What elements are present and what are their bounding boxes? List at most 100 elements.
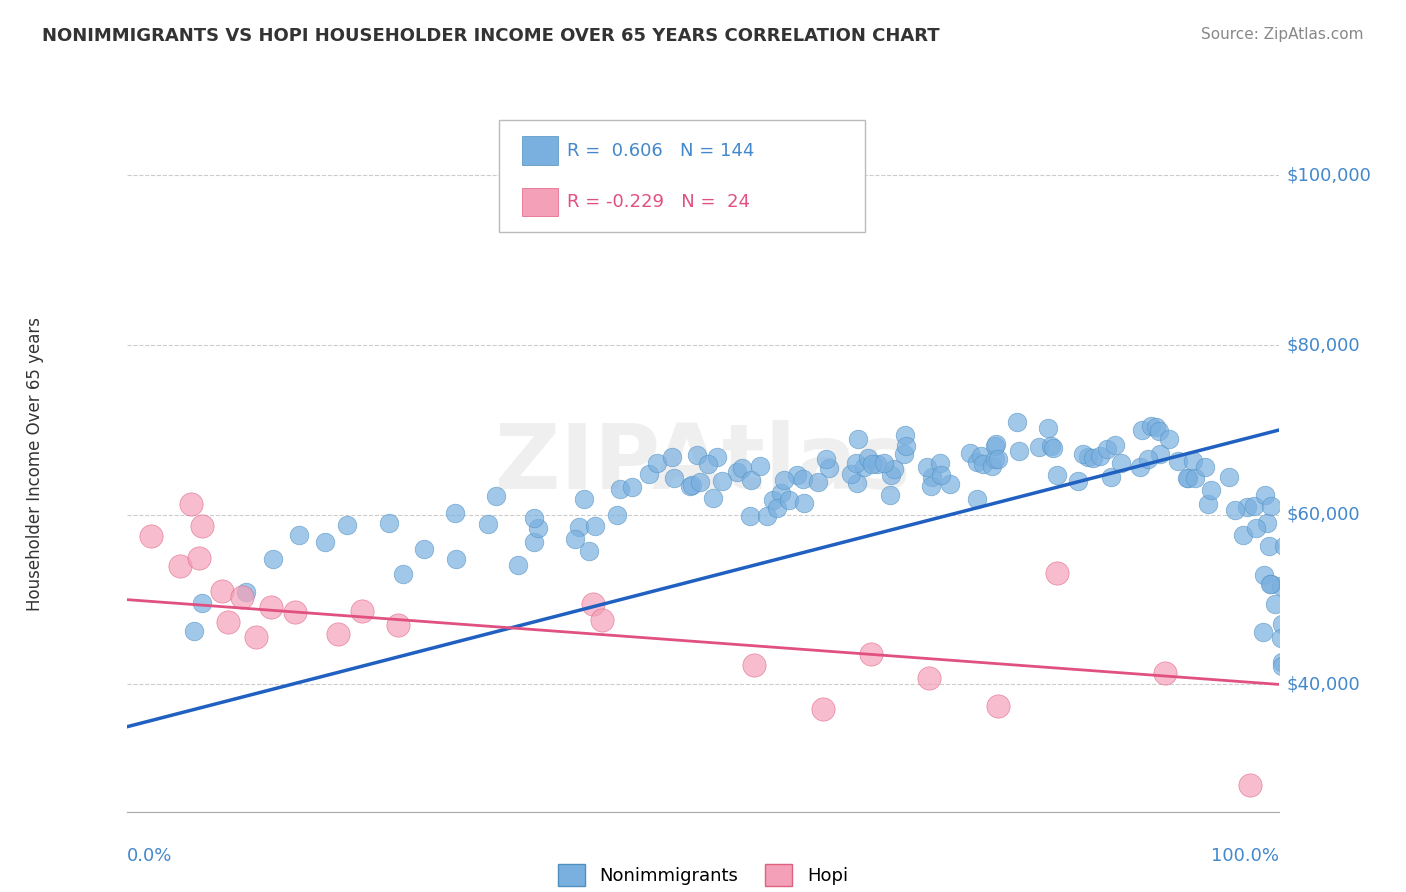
- Point: [1271, 655, 1294, 669]
- Point: [702, 491, 724, 506]
- Point: [845, 456, 868, 470]
- Point: [1157, 432, 1180, 446]
- Point: [1175, 471, 1198, 485]
- Point: [860, 647, 883, 661]
- Point: [818, 461, 841, 475]
- Point: [893, 428, 915, 442]
- Point: [288, 528, 311, 542]
- Point: [987, 698, 1010, 713]
- Point: [1129, 459, 1152, 474]
- Point: [523, 511, 546, 525]
- Point: [211, 584, 233, 599]
- Point: [786, 468, 808, 483]
- Point: [1081, 450, 1104, 465]
- Point: [1005, 416, 1028, 430]
- Point: [915, 460, 938, 475]
- Point: [1270, 631, 1292, 645]
- Point: [1167, 453, 1189, 467]
- Point: [740, 508, 762, 523]
- Point: [485, 488, 508, 502]
- Point: [260, 599, 283, 614]
- Point: [920, 478, 942, 492]
- Point: [1109, 456, 1132, 470]
- Point: [1154, 666, 1177, 681]
- Point: [412, 542, 434, 557]
- Point: [679, 479, 702, 493]
- Point: [1182, 454, 1205, 468]
- Point: [681, 477, 703, 491]
- Point: [477, 517, 499, 532]
- Point: [169, 558, 191, 573]
- Point: [984, 437, 1007, 451]
- Point: [696, 457, 718, 471]
- Point: [1177, 471, 1199, 485]
- Point: [980, 459, 1002, 474]
- Point: [1199, 483, 1222, 498]
- Point: [444, 552, 467, 566]
- Point: [883, 461, 905, 475]
- Point: [1008, 443, 1031, 458]
- Point: [1184, 471, 1206, 485]
- Text: $100,000: $100,000: [1286, 166, 1371, 185]
- Point: [1197, 497, 1219, 511]
- Legend: Nonimmigrants, Hopi: Nonimmigrants, Hopi: [551, 856, 855, 892]
- Point: [582, 597, 605, 611]
- Point: [1282, 622, 1305, 636]
- Point: [564, 532, 586, 546]
- Point: [1104, 438, 1126, 452]
- Point: [1046, 468, 1069, 483]
- Point: [1042, 441, 1064, 455]
- Point: [807, 475, 830, 489]
- Text: Source: ZipAtlas.com: Source: ZipAtlas.com: [1201, 27, 1364, 42]
- Point: [1271, 616, 1294, 631]
- Text: R =  0.606   N = 144: R = 0.606 N = 144: [567, 142, 754, 160]
- Text: 0.0%: 0.0%: [127, 847, 172, 865]
- Point: [231, 590, 253, 604]
- Point: [1274, 539, 1296, 553]
- Point: [1254, 488, 1277, 502]
- Point: [772, 473, 794, 487]
- Point: [972, 458, 994, 472]
- Text: NONIMMIGRANTS VS HOPI HOUSEHOLDER INCOME OVER 65 YEARS CORRELATION CHART: NONIMMIGRANTS VS HOPI HOUSEHOLDER INCOME…: [42, 27, 939, 45]
- Point: [1271, 658, 1294, 673]
- Point: [811, 702, 834, 716]
- Point: [378, 516, 401, 531]
- Point: [856, 451, 879, 466]
- Point: [1130, 423, 1153, 437]
- Point: [841, 467, 863, 481]
- Point: [583, 519, 606, 533]
- Point: [725, 465, 748, 479]
- Point: [1067, 474, 1090, 488]
- Point: [1256, 516, 1278, 530]
- Point: [1264, 597, 1286, 611]
- Text: 100.0%: 100.0%: [1212, 847, 1279, 865]
- Point: [1090, 450, 1112, 464]
- Point: [620, 480, 643, 494]
- Point: [792, 472, 814, 486]
- Point: [1071, 447, 1094, 461]
- Point: [1040, 439, 1063, 453]
- Point: [141, 528, 163, 542]
- Point: [1253, 567, 1275, 582]
- Point: [1144, 420, 1167, 434]
- Point: [1218, 470, 1240, 484]
- Point: [1147, 424, 1170, 438]
- Point: [894, 439, 917, 453]
- Point: [609, 482, 631, 496]
- Point: [966, 491, 988, 506]
- Point: [387, 618, 409, 632]
- Point: [572, 491, 595, 506]
- Point: [762, 492, 785, 507]
- Point: [647, 457, 669, 471]
- Text: R = -0.229   N =  24: R = -0.229 N = 24: [567, 193, 749, 211]
- Point: [742, 658, 765, 673]
- Point: [1236, 500, 1258, 515]
- Point: [1260, 577, 1282, 591]
- Point: [845, 475, 868, 490]
- Point: [1243, 499, 1265, 513]
- Point: [983, 452, 1005, 467]
- Point: [190, 519, 212, 533]
- Point: [1281, 629, 1303, 643]
- Text: $80,000: $80,000: [1286, 336, 1360, 354]
- Point: [879, 467, 901, 482]
